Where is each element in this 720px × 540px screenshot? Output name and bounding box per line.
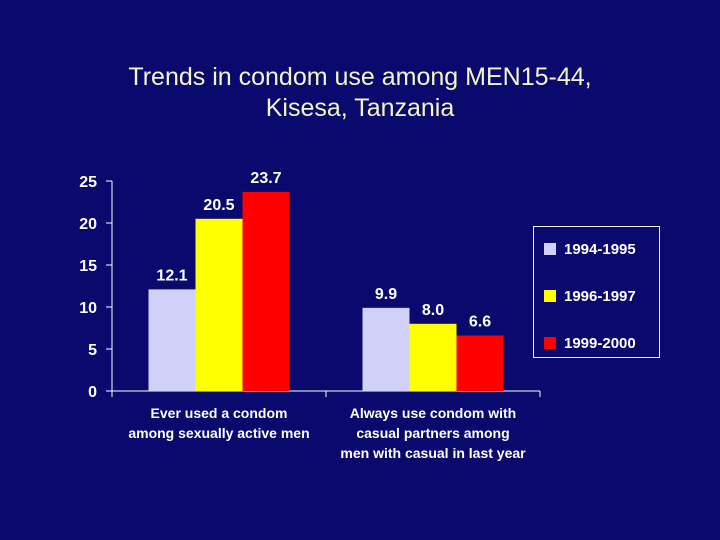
data-label: 9.9 [375, 286, 397, 303]
x-category-label: Always use condom with [350, 405, 516, 421]
legend-swatch [544, 337, 556, 349]
chart-title-line-2: Kisesa, Tanzania [265, 94, 455, 122]
data-label: 12.1 [156, 267, 187, 284]
legend-label: 1999-2000 [564, 334, 636, 352]
chart-title: Trends in condom use among MEN15-44, Kis… [0, 62, 720, 124]
y-tick-label: 15 [79, 258, 97, 275]
legend-swatch [544, 290, 556, 302]
data-label: 20.5 [203, 197, 234, 214]
bar [362, 307, 410, 391]
data-label: 23.7 [250, 170, 281, 187]
bar [456, 335, 504, 391]
legend-label: 1994-1995 [564, 240, 636, 258]
bar [148, 289, 196, 391]
y-tick-label: 10 [79, 300, 97, 317]
x-category-label: men with casual in last year [340, 445, 526, 461]
bar [195, 218, 243, 391]
bar [242, 191, 290, 391]
x-category-label: casual partners among [356, 425, 509, 441]
legend-swatch [544, 243, 556, 255]
data-label: 6.6 [469, 314, 491, 331]
y-tick-label: 0 [88, 384, 97, 401]
legend-item: 1994-1995 [544, 240, 636, 258]
data-label: 8.0 [422, 302, 444, 319]
legend-item: 1999-2000 [544, 334, 636, 352]
y-tick-label: 5 [88, 342, 97, 359]
chart-title-line-1: Trends in condom use among MEN15-44, [128, 63, 592, 91]
x-category-label: among sexually active men [128, 425, 309, 441]
chart-legend: 1994-1995 1996-1997 1999-2000 [533, 226, 660, 358]
bar [409, 323, 457, 391]
y-tick-label: 25 [79, 174, 97, 191]
legend-label: 1996-1997 [564, 287, 636, 305]
x-category-label: Ever used a condom [151, 405, 288, 421]
y-tick-label: 20 [79, 216, 97, 233]
legend-item: 1996-1997 [544, 287, 636, 305]
